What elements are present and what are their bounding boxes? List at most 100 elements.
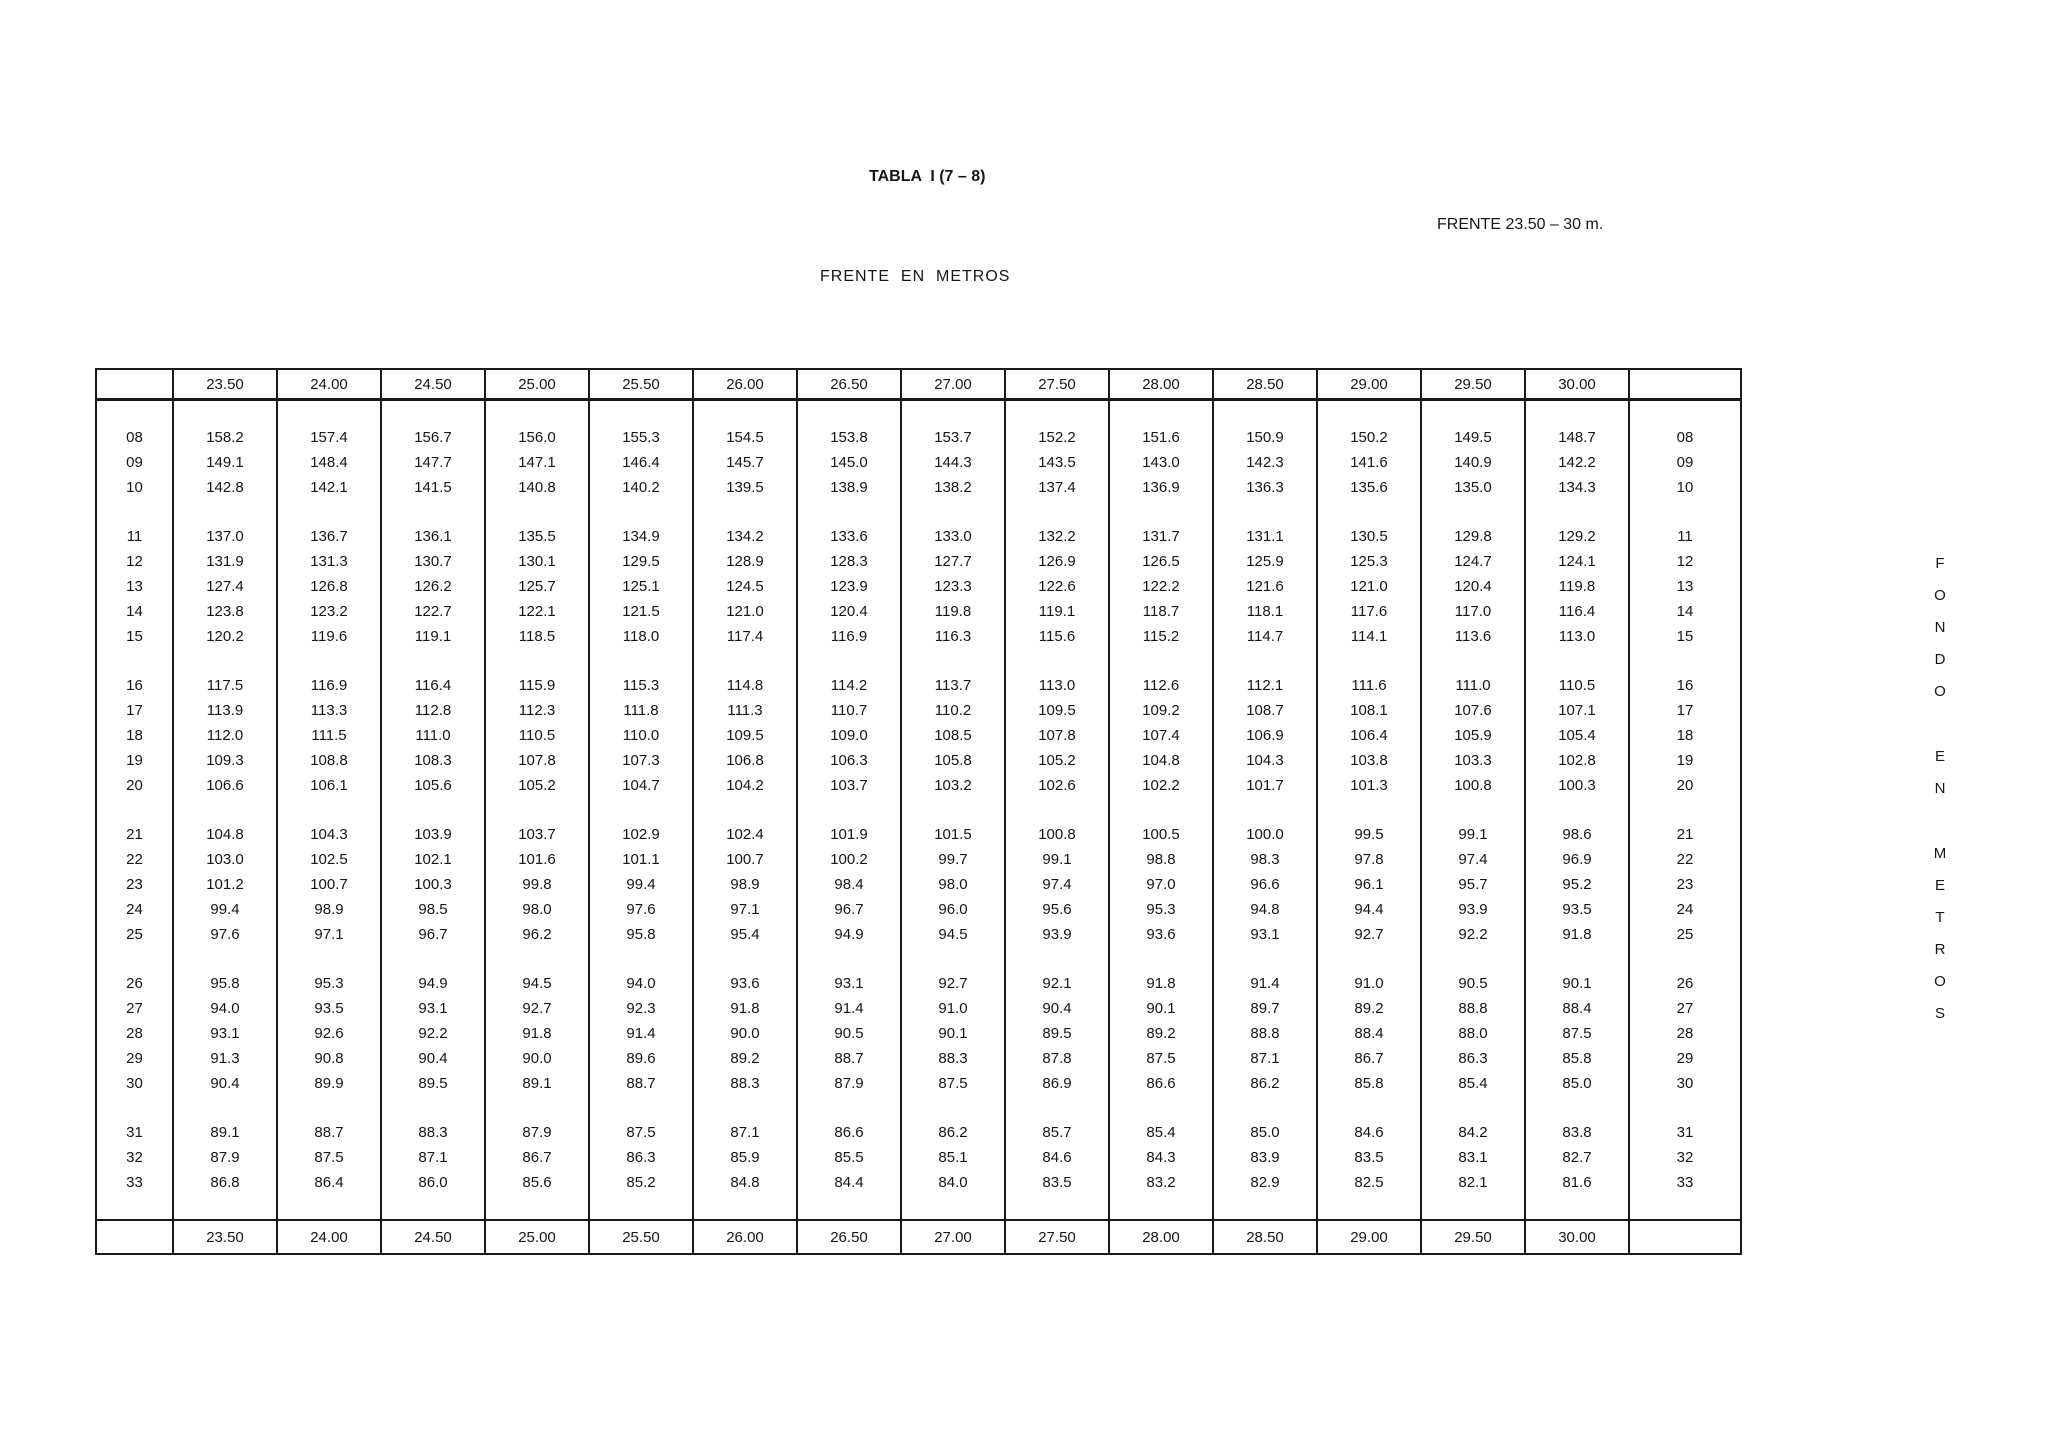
- value-cell: 124.1: [1524, 549, 1629, 574]
- value-cell: 112.6: [1108, 673, 1213, 698]
- value-cell: 94.4: [1316, 897, 1421, 922]
- value-cell: 115.3: [588, 673, 693, 698]
- value-cell: 101.2: [172, 872, 277, 897]
- spacer-cell: [1420, 500, 1525, 524]
- spacer-cell: [172, 500, 277, 524]
- column-header-cell: 29.00: [1316, 1219, 1421, 1254]
- value-cell: 98.5: [380, 897, 485, 922]
- value-cell: 96.7: [380, 922, 485, 947]
- value-cell: 114.8: [692, 673, 797, 698]
- spacer-cell: [380, 500, 485, 524]
- value-cell: 89.9: [276, 1071, 381, 1096]
- table-row: 22 103.0 102.5 102.1 101.6 101.1 100.7 100.2 99.…: [96, 847, 1741, 872]
- row-label-right: 30: [1628, 1071, 1741, 1096]
- value-cell: 120.4: [796, 599, 901, 624]
- value-cell: 95.4: [692, 922, 797, 947]
- row-label-right: 31: [1628, 1120, 1741, 1145]
- spacer-cell: [796, 500, 901, 524]
- value-cell: 101.7: [1212, 773, 1317, 798]
- table-row: 29 91.3 90.8 90.4 90.0 89.6 89.2 88.7 88.3 87.8 87…: [96, 1046, 1741, 1071]
- value-cell: 104.2: [692, 773, 797, 798]
- value-cell: 81.6: [1524, 1170, 1629, 1195]
- value-cell: 110.5: [484, 723, 589, 748]
- value-cell: 134.9: [588, 524, 693, 549]
- row-label-left: 33: [126, 1174, 143, 1191]
- column-header-cell: 30.00: [1524, 1219, 1629, 1254]
- spacer-cell: [1316, 399, 1421, 425]
- value-cell: 83.8: [1524, 1120, 1629, 1145]
- value-cell: 102.1: [380, 847, 485, 872]
- value-cell: 84.4: [796, 1170, 901, 1195]
- frente-range-label: FRENTE 23.50 – 30 m.: [1437, 216, 1604, 233]
- fondo-axis-letter: N: [1934, 619, 1946, 636]
- value-cell: 90.1: [900, 1021, 1005, 1046]
- value-cell: 85.8: [1316, 1071, 1421, 1096]
- value-cell: 106.6: [172, 773, 277, 798]
- table-row: 11 137.0 136.7 136.1 135.5 134.9 134.2 133.6 133…: [96, 524, 1741, 549]
- value-cell: 84.6: [1316, 1120, 1421, 1145]
- value-cell: 111.5: [276, 723, 381, 748]
- value-cell: 141.5: [380, 475, 485, 500]
- fondo-axis-letter: F: [1935, 555, 1945, 572]
- value-cell: 127.7: [900, 549, 1005, 574]
- spacer-cell: [1420, 947, 1525, 971]
- spacer-cell: [796, 649, 901, 673]
- value-cell: 101.9: [796, 822, 901, 847]
- value-cell: 82.5: [1316, 1170, 1421, 1195]
- spacer-cell: [796, 399, 901, 425]
- spacer-cell: [588, 947, 693, 971]
- value-cell: 135.6: [1316, 475, 1421, 500]
- spacer-cell: [276, 500, 381, 524]
- spacer-cell: [276, 649, 381, 673]
- value-cell: 105.9: [1420, 723, 1525, 748]
- value-cell: 136.3: [1212, 475, 1317, 500]
- value-cell: 95.3: [276, 971, 381, 996]
- value-cell: 99.1: [1420, 822, 1525, 847]
- value-cell: 90.5: [796, 1021, 901, 1046]
- value-cell: 129.5: [588, 549, 693, 574]
- value-cell: 133.0: [900, 524, 1005, 549]
- spacer-cell: [1212, 1096, 1317, 1120]
- value-cell: 120.2: [172, 624, 277, 649]
- spacer-cell: [1628, 1096, 1741, 1120]
- value-cell: 107.1: [1524, 698, 1629, 723]
- value-cell: 103.8: [1316, 748, 1421, 773]
- spacer-cell: [96, 1096, 173, 1120]
- row-label-left: 14: [126, 603, 143, 620]
- fondo-axis-letter: N: [1934, 780, 1946, 797]
- value-cell: 139.5: [692, 475, 797, 500]
- value-cell: 137.4: [1004, 475, 1109, 500]
- value-cell: 102.8: [1524, 748, 1629, 773]
- row-label-left: 24: [126, 901, 143, 918]
- value-cell: 91.8: [484, 1021, 589, 1046]
- value-cell: 113.0: [1004, 673, 1109, 698]
- spacer-cell: [692, 947, 797, 971]
- value-cell: 95.3: [1108, 897, 1213, 922]
- value-cell: 96.0: [900, 897, 1005, 922]
- value-cell: 88.3: [900, 1046, 1005, 1071]
- spacer-cell: [588, 399, 693, 425]
- spacer-cell: [1108, 798, 1213, 822]
- spacer-cell: [172, 947, 277, 971]
- spacer-cell: [1420, 1195, 1525, 1220]
- value-cell: 82.1: [1420, 1170, 1525, 1195]
- spacer-cell: [172, 798, 277, 822]
- value-cell: 109.2: [1108, 698, 1213, 723]
- value-cell: 100.7: [276, 872, 381, 897]
- spacer-cell: [380, 1195, 485, 1220]
- row-label-right: 08: [1628, 425, 1741, 450]
- value-cell: 125.3: [1316, 549, 1421, 574]
- value-cell: 89.5: [380, 1071, 485, 1096]
- value-cell: 98.6: [1524, 822, 1629, 847]
- value-cell: 114.2: [796, 673, 901, 698]
- row-label-left: 28: [126, 1025, 143, 1042]
- value-cell: 100.0: [1212, 822, 1317, 847]
- value-cell: 105.2: [1004, 748, 1109, 773]
- table-row: 09 149.1 148.4 147.7 147.1 146.4 145.7 145.0 144…: [96, 450, 1741, 475]
- value-cell: 110.0: [588, 723, 693, 748]
- row-label-left: 23: [126, 876, 143, 893]
- fondo-axis-letter: R: [1934, 941, 1946, 958]
- value-cell: 101.1: [588, 847, 693, 872]
- spacer-cell: [1212, 798, 1317, 822]
- frente-axis-label: FRENTE EN METROS: [820, 268, 1011, 285]
